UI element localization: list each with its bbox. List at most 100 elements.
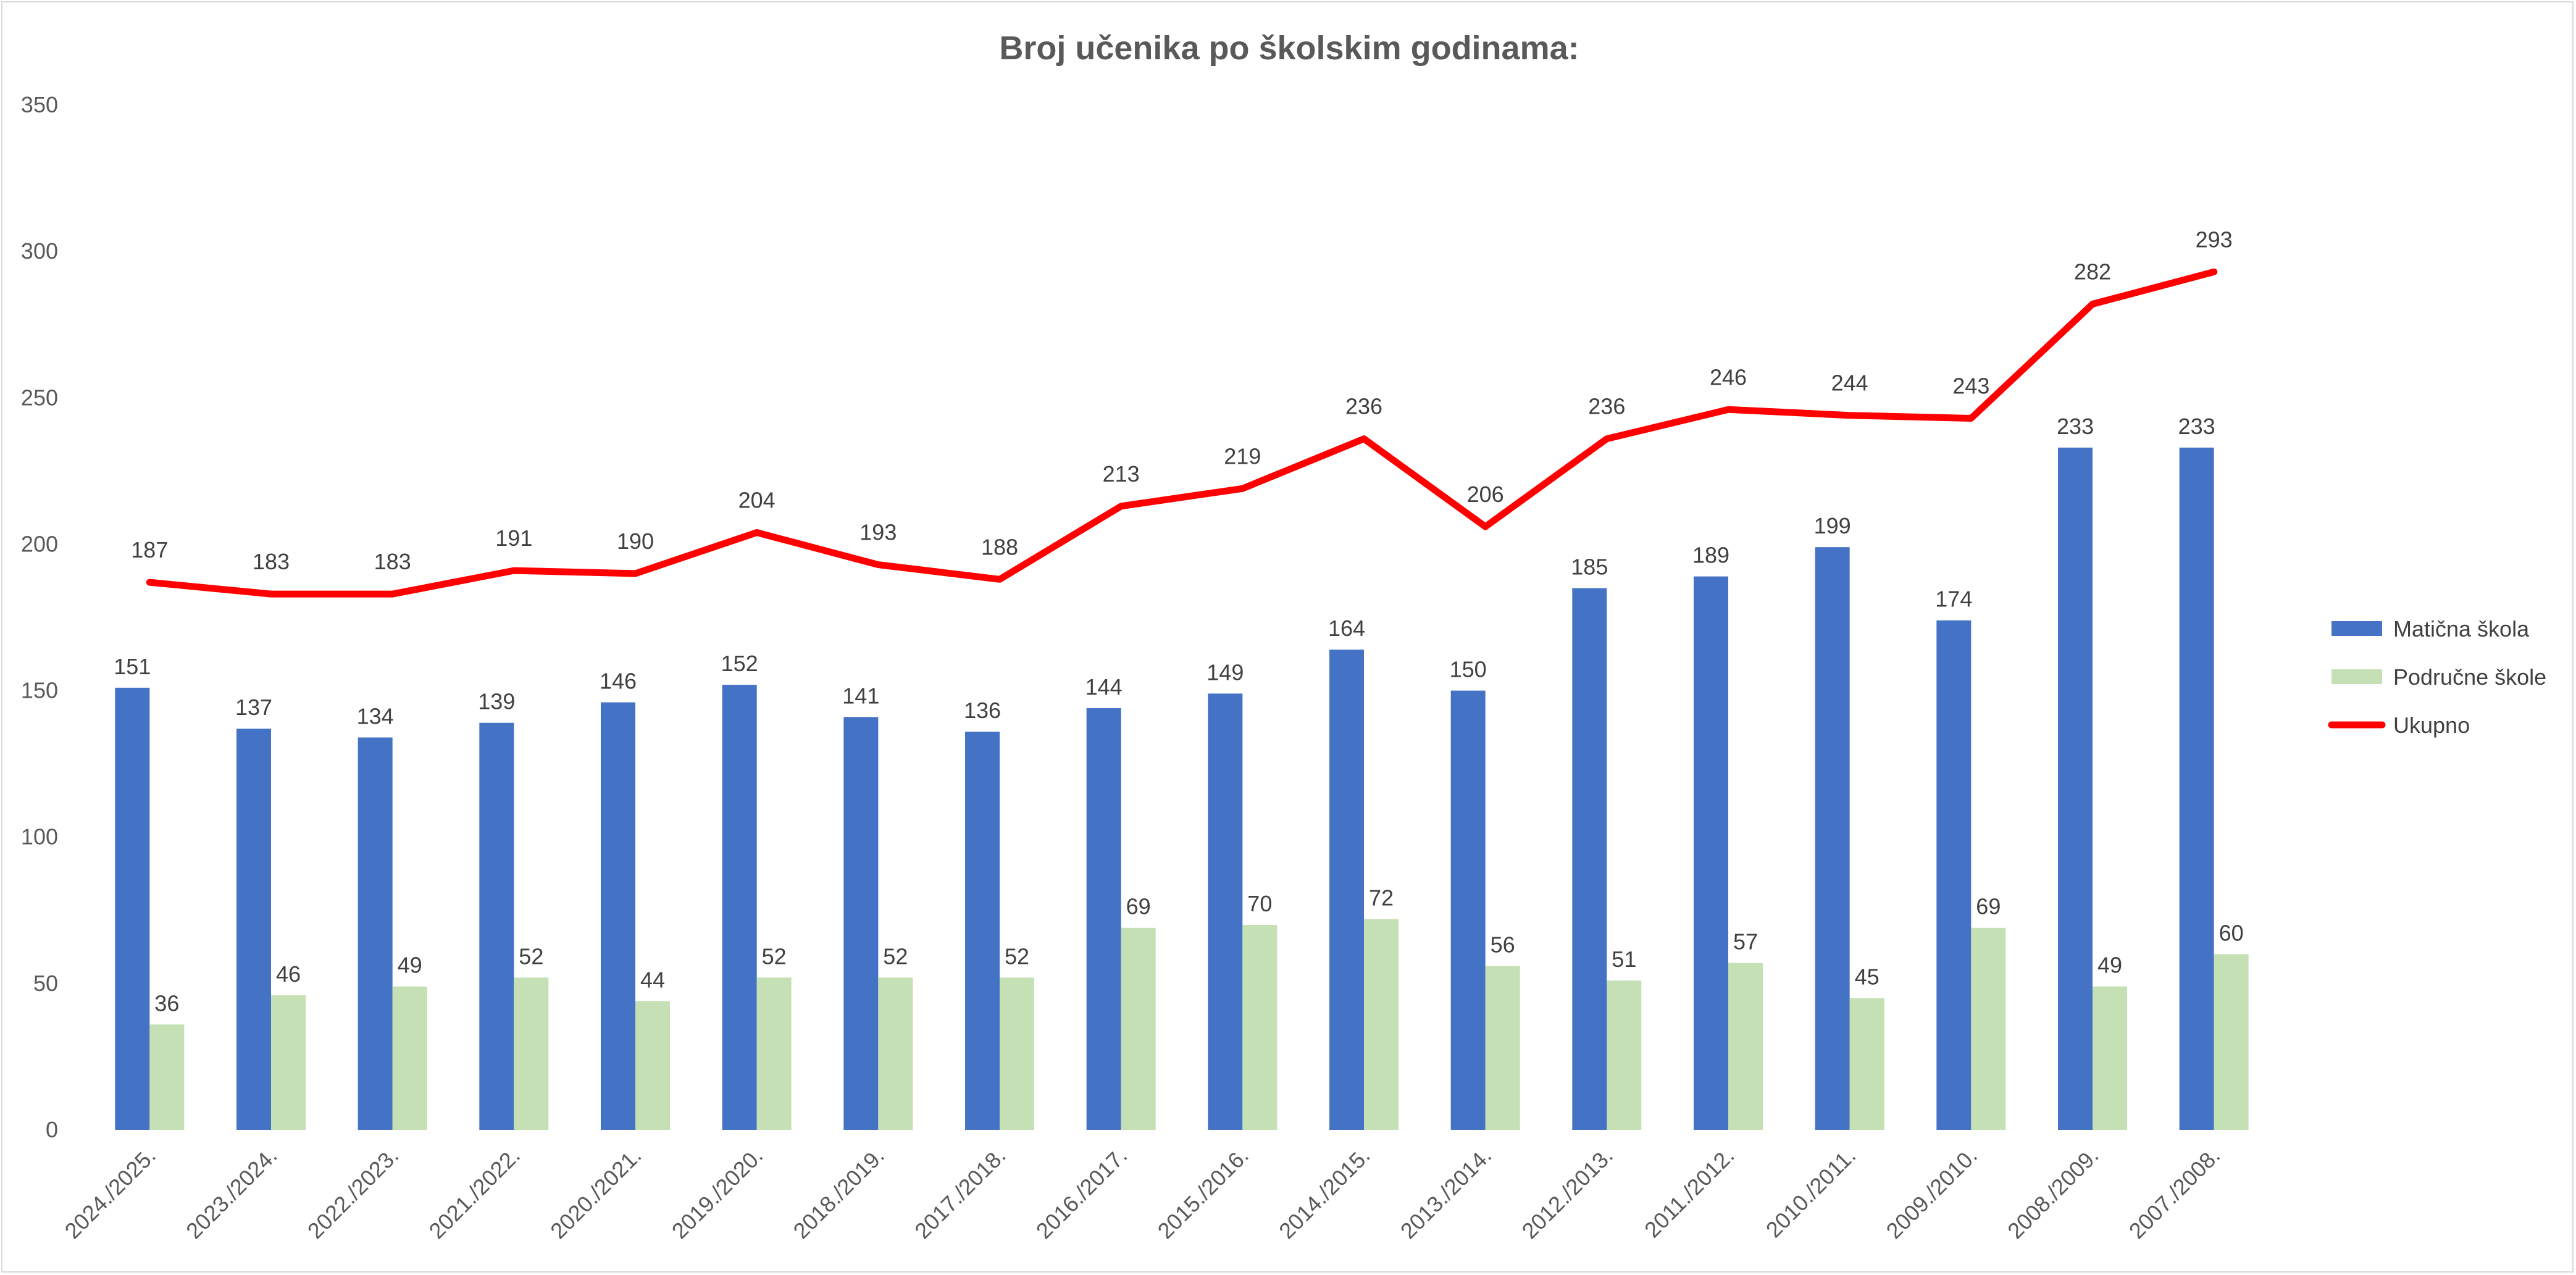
- bar-data-label: 136: [964, 698, 1001, 723]
- y-tick-label: 250: [21, 385, 58, 410]
- x-axis: 2024./2025. 2023./2024. 2022./2023. 2021./2…: [60, 1143, 2225, 1244]
- bar-maticna: [965, 731, 1000, 1130]
- bar-podrucne: [392, 986, 427, 1130]
- line-series: [146, 268, 2218, 598]
- bar-maticna: [2058, 447, 2093, 1130]
- bar-data-label: 233: [2178, 414, 2215, 439]
- bar-maticna: [1815, 547, 1850, 1130]
- bar-podrucne: [1485, 966, 1520, 1130]
- legend-swatch: [2331, 621, 2382, 636]
- line-data-label: 191: [495, 525, 532, 551]
- bar-podrucne: [635, 1001, 670, 1130]
- bar-podrucne: [514, 977, 549, 1130]
- line-data-label: 204: [738, 487, 776, 512]
- x-tick-label: 2022./2023.: [303, 1143, 403, 1244]
- line-data-label: 293: [2196, 227, 2233, 252]
- bar-podrucne: [878, 977, 913, 1130]
- x-tick-label: 2012./2013.: [1517, 1143, 1618, 1244]
- y-tick-label: 0: [46, 1117, 58, 1142]
- bar-data-label: 150: [1450, 657, 1487, 682]
- y-tick-label: 50: [33, 971, 58, 996]
- x-tick-label: 2018./2019.: [788, 1143, 889, 1244]
- legend: Matična škola Područne škole Ukupno: [2328, 616, 2546, 738]
- data-labels: 151 137 134 139 146 152 141 136 144 149 164 150 185 1…: [114, 227, 2243, 1016]
- bar-data-label: 174: [1935, 587, 1972, 612]
- bar-data-label: 144: [1085, 674, 1123, 700]
- x-tick-label: 2015./2016.: [1153, 1143, 1253, 1244]
- y-axis: 0 50 100 150 200 250 300 350: [21, 92, 58, 1142]
- bar-data-label: 139: [478, 689, 515, 714]
- bar-podrucne: [1364, 919, 1399, 1130]
- bar-maticna: [2179, 447, 2214, 1130]
- bar-data-label: 152: [721, 651, 758, 676]
- bar-data-label: 57: [1733, 929, 1758, 955]
- x-tick-label: 2019./2020.: [667, 1143, 767, 1244]
- x-tick-label: 2021./2022.: [424, 1143, 525, 1244]
- bar-data-label: 52: [1005, 943, 1029, 969]
- bar-maticna: [358, 737, 393, 1130]
- bar-podrucne: [1000, 977, 1034, 1130]
- bar-podrucne: [271, 995, 306, 1130]
- bar-data-label: 70: [1247, 891, 1272, 916]
- bar-maticna: [115, 687, 150, 1130]
- line-data-label: 183: [374, 549, 411, 574]
- line-data-label: 187: [131, 537, 168, 562]
- bar-data-label: 69: [1976, 894, 2001, 919]
- bar-data-label: 52: [519, 943, 543, 969]
- bar-maticna: [1694, 576, 1728, 1130]
- line-data-label: 243: [1952, 373, 1989, 398]
- line-data-label: 190: [617, 529, 654, 554]
- x-tick-label: 2009./2010.: [1881, 1143, 1982, 1244]
- bar-data-label: 51: [1612, 947, 1636, 972]
- bar-maticna: [1329, 650, 1364, 1130]
- bar-data-label: 36: [154, 990, 179, 1016]
- line-data-label: 282: [2074, 259, 2111, 285]
- bar-maticna: [236, 729, 271, 1130]
- bar-data-label: 56: [1491, 932, 1515, 957]
- line-data-label: 236: [1345, 394, 1382, 419]
- x-tick-label: 2024./2025.: [60, 1143, 161, 1244]
- bar-podrucne: [1121, 927, 1156, 1130]
- bar-data-label: 44: [640, 967, 665, 992]
- chart-title: Broj učenika po školskim godinama:: [999, 30, 1579, 67]
- bar-data-label: 45: [1855, 964, 1880, 990]
- bar-data-label: 233: [2057, 414, 2094, 439]
- y-tick-label: 200: [21, 531, 58, 556]
- bar-podrucne: [2093, 986, 2127, 1130]
- bar-data-label: 137: [235, 695, 272, 720]
- y-tick-label: 350: [21, 92, 58, 117]
- bar-data-label: 199: [1814, 513, 1851, 538]
- bar-maticna: [1572, 588, 1607, 1130]
- line-data-label: 244: [1831, 370, 1868, 396]
- x-tick-label: 2023./2024.: [181, 1143, 282, 1244]
- bar-podrucne: [1849, 998, 1884, 1130]
- bar-maticna: [722, 685, 757, 1130]
- bar-data-label: 151: [114, 654, 151, 679]
- bar-maticna: [1208, 693, 1243, 1130]
- line-data-label: 193: [859, 520, 897, 545]
- line-data-label: 188: [981, 534, 1018, 559]
- bar-maticna: [1450, 690, 1486, 1130]
- line-ukupno: [146, 268, 2218, 598]
- x-tick-label: 2011./2012.: [1639, 1143, 1739, 1243]
- legend-label: Područne škole: [2393, 664, 2546, 690]
- bar-data-label: 69: [1126, 894, 1151, 919]
- bar-data-label: 134: [357, 703, 394, 729]
- bar-data-label: 185: [1571, 554, 1608, 580]
- bar-data-label: 149: [1206, 659, 1244, 685]
- bar-maticna: [1086, 708, 1121, 1130]
- legend-swatch: [2331, 669, 2382, 684]
- line-data-label: 183: [253, 549, 290, 574]
- bar-data-label: 72: [1369, 885, 1394, 911]
- x-tick-label: 2014./2015.: [1274, 1143, 1374, 1244]
- bars: [115, 447, 2249, 1130]
- bar-data-label: 49: [398, 953, 422, 978]
- bar-maticna: [601, 702, 635, 1130]
- bar-podrucne: [1728, 963, 1763, 1130]
- x-tick-label: 2008./2009.: [2002, 1143, 2103, 1244]
- bar-data-label: 52: [883, 943, 908, 969]
- line-data-label: 236: [1588, 394, 1625, 419]
- line-data-label: 213: [1103, 461, 1140, 487]
